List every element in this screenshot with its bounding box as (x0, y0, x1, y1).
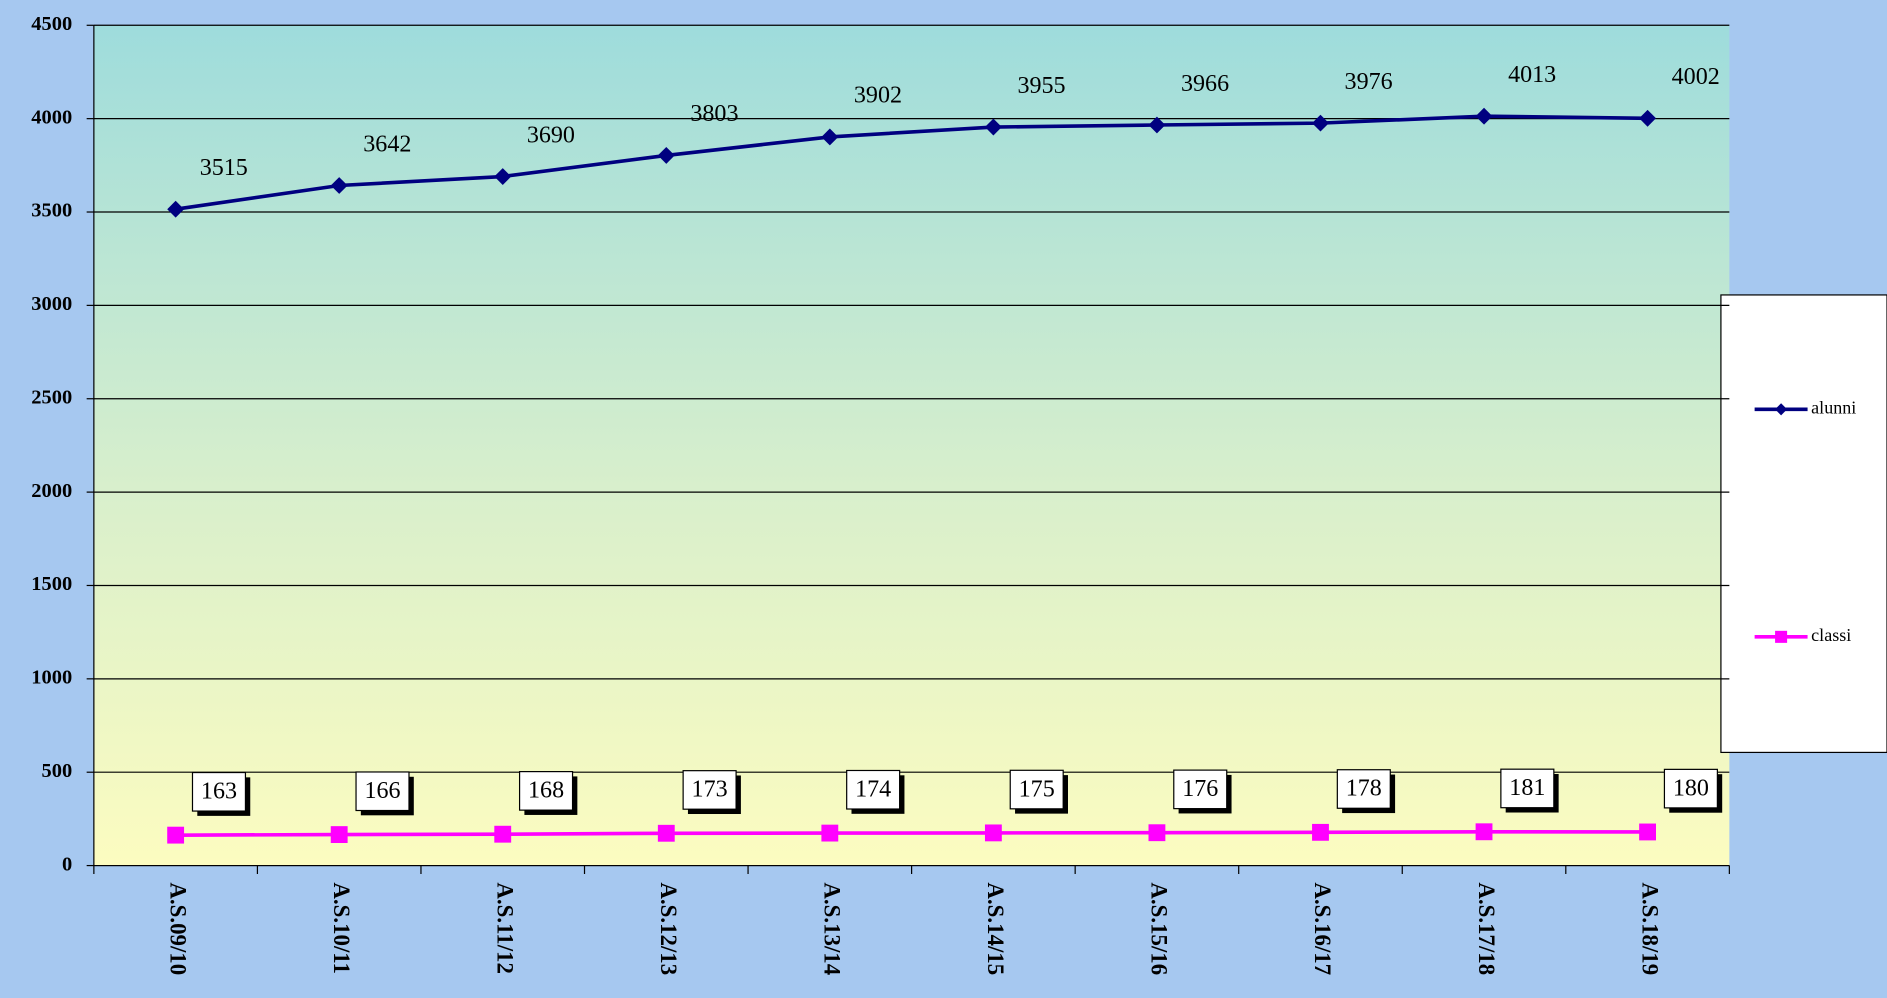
label-box (191, 771, 247, 812)
data-label: 180 (1673, 775, 1709, 801)
series-line (175, 829, 1648, 837)
marker (1639, 109, 1656, 127)
y-tick-label: 4500 (31, 13, 72, 35)
data-label: 168 (528, 778, 564, 804)
x-tick-label: A.S.12/13 (656, 882, 681, 975)
data-label: 3976 (1345, 69, 1393, 95)
marker (984, 118, 1002, 136)
marker (657, 147, 675, 164)
marker (167, 200, 185, 218)
y-tick-label: 3500 (31, 200, 72, 222)
data-label: 174 (855, 776, 891, 802)
marker (984, 824, 1002, 842)
label-box (682, 770, 737, 810)
y-tick-label: 2000 (31, 480, 72, 502)
series-line (175, 114, 1648, 211)
legend-label: classi (1811, 625, 1851, 645)
marker (1312, 114, 1329, 132)
label-box (1663, 768, 1718, 809)
data-label: 3515 (200, 155, 248, 181)
data-label: 175 (1019, 776, 1055, 802)
label-box (1500, 768, 1555, 809)
x-tick-label: A.S.18/19 (1637, 882, 1662, 975)
data-label: 3803 (690, 101, 738, 127)
label-box (1173, 769, 1228, 810)
data-label: 163 (201, 779, 237, 805)
legend-marker (1775, 403, 1788, 416)
data-label: 178 (1346, 776, 1382, 802)
y-tick-label: 2500 (31, 386, 72, 408)
y-tick-label: 500 (42, 760, 73, 782)
data-label: 176 (1182, 776, 1218, 802)
marker (821, 824, 839, 842)
x-tick-label: A.S.16/17 (1310, 882, 1335, 975)
marker (1475, 823, 1493, 841)
data-label: 4013 (1508, 62, 1556, 88)
x-tick-label: A.S.17/18 (1474, 882, 1499, 975)
x-tick-label: A.S.09/10 (165, 882, 190, 975)
label-box (355, 771, 410, 812)
data-label: 3955 (1017, 73, 1065, 99)
marker (494, 168, 512, 185)
plot-area (93, 25, 1730, 866)
marker (167, 826, 185, 844)
marker (494, 825, 512, 843)
legend (1720, 294, 1887, 754)
data-label: 3690 (527, 122, 575, 148)
y-tick-label: 3000 (31, 293, 72, 315)
x-tick-label: A.S.13/14 (820, 882, 845, 975)
data-label: 3902 (854, 83, 902, 109)
marker (1312, 823, 1329, 841)
y-tick-label: 0 (62, 853, 72, 875)
marker (657, 824, 675, 842)
legend-label: alunni (1811, 397, 1856, 417)
y-tick-label: 1500 (31, 573, 72, 595)
data-label: 3642 (363, 131, 411, 157)
label-box (1336, 769, 1391, 809)
data-label: 4002 (1672, 64, 1720, 90)
label-box (518, 771, 574, 811)
y-tick-label: 1000 (31, 667, 72, 689)
y-tick-label: 4000 (31, 106, 72, 128)
marker (1639, 823, 1656, 841)
legend-marker (1775, 630, 1788, 643)
data-label: 3966 (1181, 71, 1229, 97)
x-tick-label: A.S.14/15 (983, 882, 1008, 975)
x-tick-label: A.S.11/12 (492, 882, 517, 973)
marker (1148, 824, 1166, 842)
data-label: 166 (364, 778, 400, 804)
data-label: 181 (1509, 775, 1545, 801)
x-tick-label: A.S.15/16 (1147, 882, 1172, 975)
marker (330, 826, 348, 844)
label-box (1009, 769, 1064, 810)
label-box (846, 769, 901, 810)
x-tick-label: A.S.10/11 (329, 882, 354, 973)
data-label: 173 (692, 777, 728, 803)
marker (1475, 107, 1493, 125)
